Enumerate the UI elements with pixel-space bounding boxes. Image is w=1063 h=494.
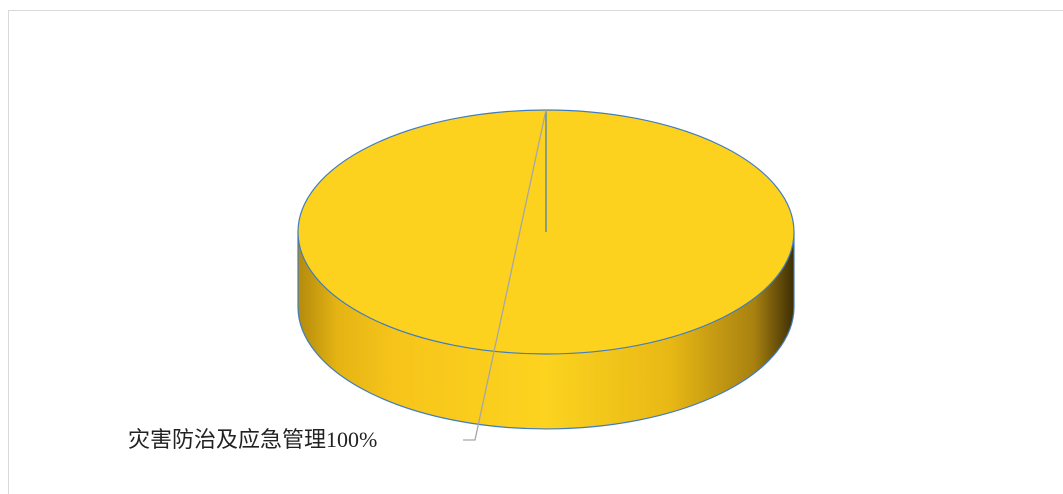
leader-line — [463, 109, 547, 441]
value-label: 100% — [326, 427, 377, 452]
data-label: 灾害防治及应急管理100% — [128, 427, 377, 452]
category-label: 灾害防治及应急管理 — [128, 427, 326, 452]
plot-area: 灾害防治及应急管理100% — [128, 109, 795, 452]
chart-frame — [8, 10, 1063, 494]
